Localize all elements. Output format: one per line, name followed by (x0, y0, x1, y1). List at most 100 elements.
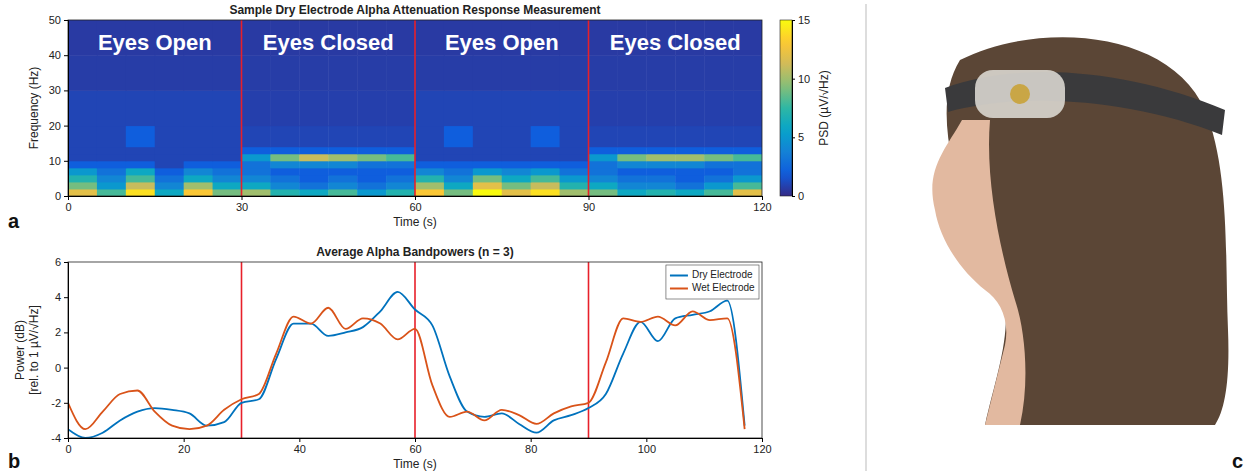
reference-line (241, 20, 243, 196)
heatmap-cell (184, 154, 213, 162)
tick: 60 (409, 196, 421, 213)
tick-label: 20 (178, 443, 190, 455)
tick-mark (589, 196, 590, 200)
divider (866, 4, 867, 471)
heatmap-cell (357, 90, 386, 126)
heatmap-cell (299, 161, 328, 169)
tick: 30 (49, 84, 68, 96)
heatmap-cell (270, 90, 299, 126)
tick-mark (64, 332, 68, 333)
electrode-housing (975, 70, 1065, 118)
heatmap-cell (184, 147, 213, 155)
heatmap-cell (357, 55, 386, 91)
heatmap-cell (704, 154, 733, 162)
heatmap-cell (270, 168, 299, 176)
heatmap-cell (560, 189, 589, 196)
tick: 0 (792, 190, 804, 202)
heatmap-cell (646, 147, 675, 155)
x-axis: 0306090120 (65, 196, 771, 213)
heatmap-cell (386, 90, 415, 126)
heatmap-cell (473, 161, 502, 169)
axis-line (69, 439, 763, 443)
axis-line (69, 197, 763, 201)
heatmap-cell (299, 189, 328, 196)
heatmap-cell (444, 175, 473, 183)
y-axis-title: Power (dB) (13, 320, 27, 380)
heatmap-cell (299, 182, 328, 190)
heatmap-cell (560, 55, 589, 91)
heatmap-cell (242, 126, 271, 148)
heatmap-cell (126, 147, 155, 155)
tick: 0 (65, 438, 71, 455)
heatmap-cell (617, 168, 646, 176)
heatmap-cell (473, 168, 502, 176)
heatmap-cell (502, 189, 531, 196)
heatmap-cell (444, 168, 473, 176)
plot-background (68, 262, 762, 438)
heatmap-cell (502, 182, 531, 190)
tick-mark (64, 297, 68, 298)
heatmap-cell (184, 90, 213, 126)
heatmap-cell (386, 182, 415, 190)
heatmap-cell (733, 147, 762, 155)
heatmap-cell (415, 20, 444, 56)
heatmap-cell (675, 147, 704, 155)
panel-letter: c (1232, 450, 1243, 472)
heatmap-cell (560, 161, 589, 169)
axis-line (64, 21, 69, 197)
heatmap-cell (97, 189, 126, 196)
heatmap-cell (68, 90, 97, 126)
heatmap-cell (184, 175, 213, 183)
heatmap-cell (68, 154, 97, 162)
heatmap-cell (646, 55, 675, 91)
heatmap-cell (444, 182, 473, 190)
heatmap-cell (733, 126, 762, 148)
heatmap-cell (704, 55, 733, 91)
heatmap-cell (560, 175, 589, 183)
heatmap-cell (68, 126, 97, 148)
heatmap-cell (444, 126, 473, 148)
heatmap-cell (155, 182, 184, 190)
electrode (1010, 84, 1030, 104)
heatmap-cell (473, 126, 502, 148)
heatmap-cell (328, 154, 357, 162)
heatmap-cell (531, 55, 560, 91)
heatmap-cell (97, 90, 126, 126)
heatmap-cell (502, 154, 531, 162)
heatmap-cell (531, 175, 560, 183)
heatmap-cell (675, 90, 704, 126)
heatmap-cell (444, 55, 473, 91)
annotation: Eyes Closed (263, 30, 394, 55)
heatmap-cell (242, 55, 271, 91)
heatmap-cell (155, 55, 184, 91)
heatmap-cell (617, 90, 646, 126)
heatmap-cell (213, 189, 242, 196)
tick-mark (64, 55, 68, 56)
tick-mark (64, 20, 68, 21)
tick-mark (762, 196, 763, 200)
tick-mark (762, 438, 763, 442)
heatmap-cell (386, 147, 415, 155)
heatmap-cell (68, 161, 97, 169)
heatmap-cell (473, 147, 502, 155)
heatmap-cell (213, 168, 242, 176)
tick: 2 (55, 326, 68, 338)
panel-b: 020406080100120-4-20246Average Alpha Ban… (8, 245, 772, 472)
tick: 10 (792, 73, 810, 85)
tick-label: 100 (638, 443, 656, 455)
tick-mark (64, 126, 68, 127)
heatmap-cell (155, 161, 184, 169)
tick: 20 (178, 438, 190, 455)
heatmap-cell (126, 182, 155, 190)
heatmap-cell (704, 182, 733, 190)
reference-line (241, 262, 243, 438)
heatmap-cell (617, 126, 646, 148)
tick-mark (792, 20, 795, 21)
tick: 120 (753, 438, 771, 455)
heatmap-cell (126, 189, 155, 196)
tick-mark (646, 438, 647, 442)
heatmap-cell (126, 154, 155, 162)
heatmap-cell (155, 90, 184, 126)
tick-label: 5 (798, 131, 804, 143)
heatmap-cell (328, 147, 357, 155)
